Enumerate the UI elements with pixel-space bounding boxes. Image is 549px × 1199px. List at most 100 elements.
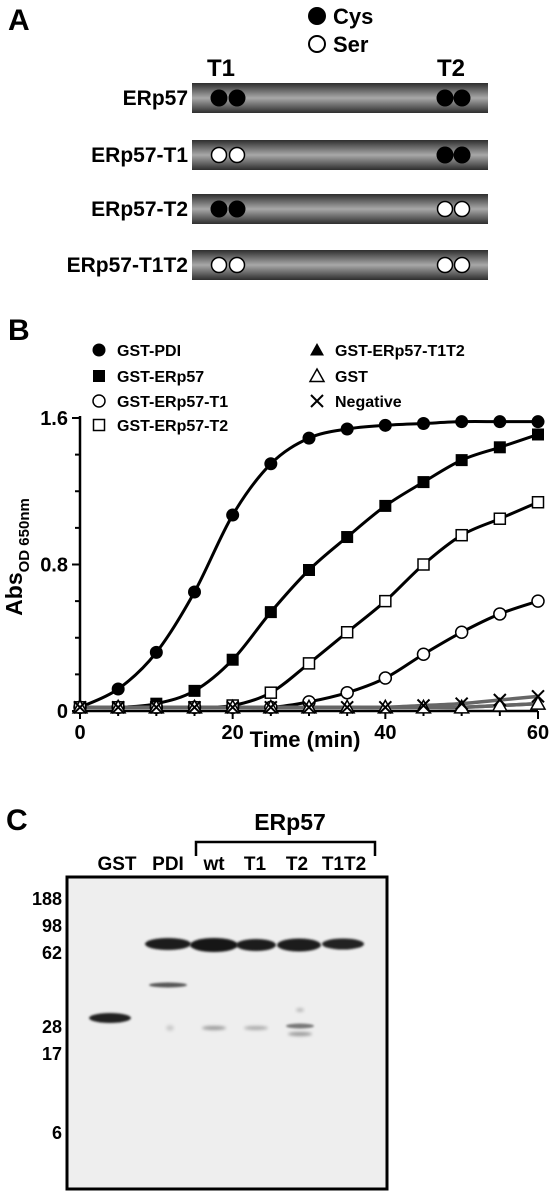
group-bracket	[194, 840, 377, 856]
data-point-gst-erp57	[226, 653, 239, 666]
data-point-negative	[378, 700, 393, 715]
legend-marker-gst	[308, 367, 326, 383]
construct-label: ERp57-T1	[91, 144, 188, 167]
construct-label: ERp57-T1T2	[67, 254, 188, 277]
ser-site-icon	[453, 200, 471, 218]
gel-band	[286, 1023, 314, 1029]
data-point-negative	[340, 700, 354, 715]
mw-marker-label: 188	[32, 889, 62, 909]
data-point-gst-pdi	[340, 422, 354, 436]
data-point-gst-erp57	[303, 563, 315, 576]
mw-marker-label: 98	[42, 916, 62, 936]
legend-label: GST-ERp57-T1T2	[335, 343, 465, 360]
lane-label: T1T2	[322, 854, 366, 875]
legend-label: Negative	[335, 394, 402, 411]
panel-c: C ERp57 GST PDI wt T1 T2 T1T2 188 98 62 …	[6, 804, 389, 1191]
gel-band	[202, 1026, 226, 1030]
gel-band	[322, 938, 364, 950]
chart-legend: GST-PDI GST-ERp57 GST-ERp57-T1 GST-ERp57-T2…	[92, 343, 465, 435]
data-point-gst-erp57-t1	[416, 647, 431, 661]
data-point-gst-erp57	[417, 476, 430, 489]
data-point-gst-pdi	[493, 415, 507, 429]
chart-series	[71, 415, 547, 715]
data-point-negative	[111, 700, 125, 715]
y-axis-title: AbsOD 650nm	[1, 498, 33, 616]
data-point-gst-pdi	[226, 508, 240, 522]
data-point-gst-pdi	[149, 645, 163, 659]
data-point-negative	[493, 693, 507, 707]
lane-label: T2	[286, 854, 308, 875]
data-point-gst-erp57-t2	[302, 657, 316, 670]
data-point-gst-erp57-t1	[454, 625, 469, 640]
data-point-negative	[73, 700, 87, 715]
cys-site-icon	[436, 146, 454, 164]
data-point-gst-pdi	[188, 585, 201, 599]
data-point-gst-erp57	[532, 428, 544, 441]
lane-label: T1	[244, 854, 267, 875]
legend-marker-gst-erp57-t2	[92, 418, 106, 432]
gel-band	[288, 1032, 312, 1036]
y-tick-label: 1.6	[40, 408, 68, 430]
legend-marker-gst-erp57	[93, 370, 105, 382]
gel-band	[89, 1013, 131, 1023]
data-point-gst-pdi	[111, 682, 125, 696]
site-label-t1: T1	[207, 55, 235, 82]
ser-site-icon	[436, 256, 454, 274]
gel-band	[145, 938, 191, 950]
ser-site-icon	[228, 146, 246, 164]
legend-label: GST-ERp57-T1	[117, 394, 228, 411]
gel-band	[277, 938, 321, 952]
gel-band	[244, 1026, 268, 1030]
x-axis-title: Time (min)	[250, 727, 361, 752]
ser-site-icon	[453, 256, 471, 274]
legend-marker-gst-erp57-t1t2	[310, 343, 324, 356]
gel-band	[149, 982, 187, 988]
data-point-negative	[302, 700, 316, 715]
legend-marker-gst-pdi	[92, 343, 106, 357]
legend-label: GST-ERp57	[117, 369, 204, 386]
ser-site-icon	[210, 256, 228, 274]
ser-site-icon	[436, 200, 454, 218]
gel-speck	[296, 1008, 304, 1012]
series-markers	[71, 415, 547, 715]
data-point-negative	[225, 700, 240, 715]
data-point-gst-erp57-t1	[531, 594, 545, 608]
data-point-gst-pdi	[378, 418, 392, 432]
lane-label: PDI	[152, 854, 184, 875]
data-point-gst-erp57	[188, 684, 201, 697]
data-point-gst-erp57-t2	[417, 558, 430, 571]
gel-speck	[166, 1025, 174, 1031]
lane-label: wt	[202, 854, 225, 875]
cys-site-icon	[436, 89, 454, 107]
site-label-t2: T2	[437, 55, 465, 82]
data-point-gst-erp57-t2	[493, 512, 507, 525]
x-tick-label: 60	[527, 722, 549, 744]
legend-marker-gst-erp57-t1	[92, 394, 106, 408]
y-tick-label: 0	[57, 701, 68, 723]
legend-label: GST	[335, 369, 368, 386]
cys-site-icon	[210, 200, 228, 218]
data-point-gst-erp57-t2	[455, 528, 468, 542]
data-point-gst-pdi	[302, 431, 316, 445]
data-point-negative	[416, 698, 431, 713]
mw-marker-label: 17	[42, 1044, 62, 1064]
gel-band	[236, 939, 276, 951]
cys-legend-icon	[308, 7, 326, 25]
data-point-gst-erp57-t2	[340, 626, 354, 639]
data-point-gst	[529, 695, 547, 710]
cys-site-icon	[228, 89, 246, 107]
series-line-gst-erp57-t2	[79, 500, 539, 709]
data-point-gst-erp57-t1	[378, 671, 393, 685]
data-point-negative	[264, 700, 278, 715]
x-tick-label: 40	[374, 722, 396, 744]
data-point-gst-pdi	[264, 457, 278, 471]
construct-label: ERp57	[123, 87, 188, 110]
gel-band	[190, 938, 238, 952]
mw-marker-label: 62	[42, 943, 62, 963]
data-point-gst-erp57	[379, 499, 392, 512]
cys-site-icon	[453, 146, 471, 164]
panel-b-chart: B GST-PDI GST-ERp57 GST-ERp57-T1 GST-ERp57-…	[1, 314, 549, 752]
series-line-gst-erp57-t1	[79, 599, 539, 710]
ser-site-icon	[228, 256, 246, 274]
y-tick-label: 0.8	[40, 555, 68, 577]
